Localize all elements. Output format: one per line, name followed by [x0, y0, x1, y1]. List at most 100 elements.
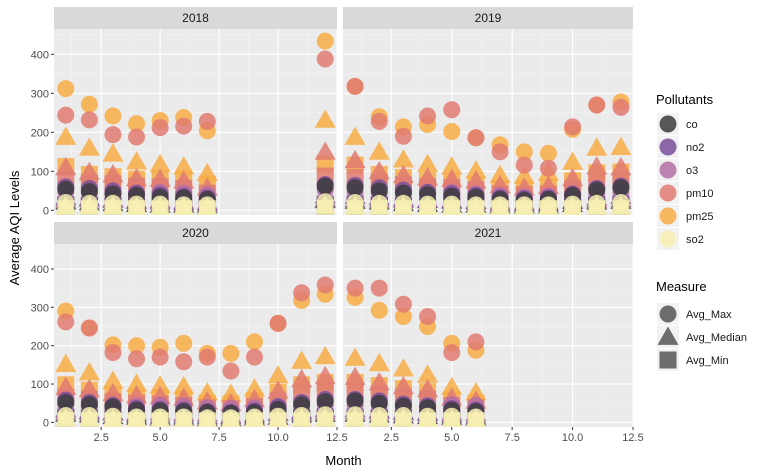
point-pm10-Avg_Median [314, 365, 336, 385]
point-pm10-Avg_Max [612, 98, 630, 116]
point-pm10-Avg_Max [346, 77, 364, 95]
y-tick-label: 0 [43, 417, 49, 429]
point-so2-Avg_Min [175, 200, 193, 215]
point-pm25-Avg_Median [441, 156, 463, 175]
point-so2-Avg_Min [419, 412, 437, 427]
legend-key-so2 [659, 230, 677, 248]
legend-label-Avg_Max: Avg_Max [686, 309, 732, 321]
point-so2-Avg_Min [316, 412, 334, 427]
point-pm10-Avg_Max [57, 313, 75, 331]
point-pm25-Avg_Median [314, 345, 336, 365]
point-pm25-Avg_Median [102, 370, 124, 389]
facet-panel-2021: 2021 2.5 5.0 7.5 10.0 12.5 [343, 222, 644, 444]
point-pm25-Avg_Median [441, 376, 463, 395]
point-pm25-Avg_Median [392, 358, 414, 377]
facet-strip-label: 2019 [475, 11, 502, 25]
legend-key-Avg_Min [659, 351, 677, 369]
data-points [344, 279, 487, 427]
point-pm25-Avg_Max [104, 107, 122, 125]
point-so2-Avg_Min [57, 412, 75, 427]
legend-item-so2[interactable]: so2 [657, 228, 704, 250]
point-pm10-Avg_Max [151, 348, 169, 366]
x-tick-label: 10.0 [267, 432, 288, 444]
y-tick-label: 100 [31, 166, 49, 178]
point-pm25-Avg_Max [515, 143, 533, 161]
point-pm10-Avg_Max [80, 319, 98, 337]
point-so2-Avg_Min [104, 412, 122, 427]
point-pm25-Avg_Max [539, 144, 557, 162]
point-pm10-Avg_Max [467, 129, 485, 147]
point-pm10-Avg_Median [344, 366, 366, 386]
point-so2-Avg_Min [293, 412, 311, 427]
point-pm25-Avg_Max [394, 308, 412, 326]
point-so2-Avg_Min [57, 200, 75, 215]
facet-strip [343, 7, 633, 29]
point-pm25-Avg_Max [222, 344, 240, 362]
point-pm25-Avg_Median [55, 126, 77, 145]
point-pm25-Avg_Max [443, 123, 461, 141]
legend-label-so2: so2 [686, 234, 704, 246]
legend-label-Avg_Min: Avg_Min [686, 355, 729, 367]
legend-item-no2[interactable]: no2 [657, 136, 704, 158]
point-co-Avg_Max [57, 393, 75, 411]
x-tick-label: 5.0 [152, 432, 167, 444]
gridlines [54, 29, 337, 215]
facet-strip-label: 2018 [182, 11, 209, 25]
point-co-Avg_Max [316, 177, 334, 195]
point-pm25-Avg_Median [465, 160, 487, 179]
point-pm25-Avg_Median [513, 165, 535, 184]
point-pm25-Avg_Median [368, 352, 390, 372]
point-pm10-Avg_Median [291, 368, 313, 388]
facet-strip [54, 222, 337, 244]
y-tick-label: 300 [31, 88, 49, 100]
point-pm25-Avg_Median [344, 126, 366, 145]
point-so2-Avg_Min [612, 200, 630, 215]
legend-item-Avg_Median[interactable]: Avg_Median [657, 326, 747, 348]
legend-item-pm25[interactable]: pm25 [657, 205, 714, 227]
point-so2-Avg_Min [443, 200, 461, 215]
x-tick-label: 7.5 [505, 432, 520, 444]
point-so2-Avg_Min [316, 199, 334, 215]
legend-item-o3[interactable]: o3 [657, 159, 698, 181]
point-co-Avg_Max [588, 181, 606, 199]
point-co-Avg_Max [346, 179, 364, 197]
point-so2-Avg_Min [175, 412, 193, 427]
point-pm25-Avg_Max [128, 115, 146, 133]
point-pm25-Avg_Max [316, 32, 334, 50]
legend-item-co[interactable]: co [657, 113, 698, 135]
point-pm25-Avg_Median [173, 375, 195, 395]
point-pm25-Avg_Median [368, 141, 390, 160]
point-pm25-Avg_Max [370, 301, 388, 319]
legend-title-measure: Measure [656, 279, 707, 294]
point-pm10-Avg_Max [564, 118, 582, 136]
point-pm25-Avg_Median [314, 109, 336, 128]
y-tick-label: 200 [31, 127, 49, 139]
point-co-Avg_Max [612, 179, 630, 197]
point-co-Avg_Max [57, 180, 75, 198]
point-pm10-Avg_Max [269, 314, 287, 332]
point-pm25-Avg_Median [417, 364, 439, 383]
point-so2-Avg_Min [128, 412, 146, 427]
point-pm10-Avg_Max [175, 117, 193, 135]
point-pm10-Avg_Max [80, 111, 98, 129]
point-so2-Avg_Min [104, 200, 122, 215]
point-pm10-Avg_Max [491, 143, 509, 161]
legend-item-Avg_Max[interactable]: Avg_Max [657, 303, 732, 325]
point-pm10-Avg_Max [419, 107, 437, 125]
y-tick-label: 0 [43, 205, 49, 217]
point-pm25-Avg_Median [267, 365, 289, 384]
point-pm25-Avg_Median [392, 149, 414, 168]
legend-item-Avg_Min[interactable]: Avg_Min [657, 349, 729, 371]
point-pm25-Avg_Median [344, 347, 366, 366]
legend-title-pollutants: Pollutants [656, 92, 714, 107]
point-pm25-Avg_Median [291, 350, 313, 369]
point-pm10-Avg_Max [151, 119, 169, 137]
point-pm10-Avg_Max [104, 126, 122, 144]
point-pm10-Avg_Max [515, 156, 533, 174]
legend-item-pm10[interactable]: pm10 [657, 182, 714, 204]
point-so2-Avg_Min [346, 412, 364, 427]
point-co-Avg_Max [316, 393, 334, 411]
y-tick-label: 100 [31, 379, 49, 391]
point-pm10-Avg_Max [588, 96, 606, 114]
